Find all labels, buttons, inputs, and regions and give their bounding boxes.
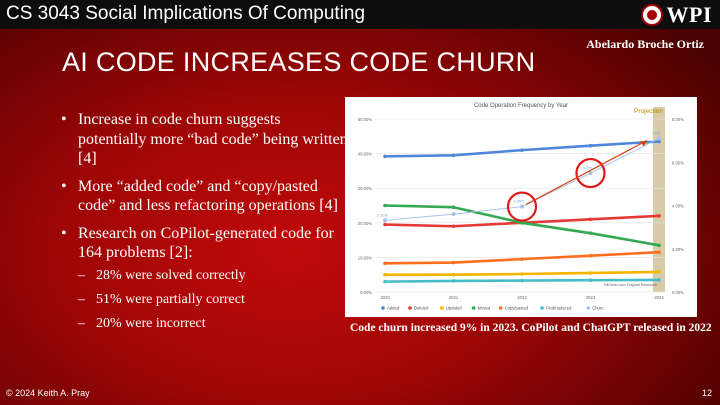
legend-label: Copy/pasted bbox=[505, 306, 529, 311]
data-point bbox=[657, 243, 661, 248]
legend-label: Updated bbox=[446, 306, 463, 311]
chart-credit: GitClear.com Original Research bbox=[604, 283, 657, 287]
wpi-logo-text: WPI bbox=[666, 1, 712, 27]
bullet-list: Increase in code churn suggests potentia… bbox=[60, 110, 350, 341]
data-point bbox=[451, 279, 456, 283]
data-label: 3.31% bbox=[377, 213, 388, 217]
y-tick-label: 50.00% bbox=[358, 117, 372, 122]
legend-marker bbox=[381, 306, 385, 310]
header-bar: CS 3043 Social Implications Of Computing… bbox=[0, 0, 720, 29]
data-label: 5.5% bbox=[583, 166, 592, 170]
data-point bbox=[520, 148, 524, 152]
legend-marker bbox=[440, 306, 444, 310]
y-tick-label: 40.00% bbox=[358, 152, 372, 157]
data-point bbox=[588, 143, 593, 148]
data-point bbox=[383, 222, 387, 227]
data-point bbox=[451, 212, 456, 217]
data-point bbox=[451, 153, 456, 158]
course-title: CS 3043 Social Implications Of Computing bbox=[6, 3, 366, 24]
trend-arrow bbox=[525, 139, 648, 206]
chart-title: Code Operation Frequency by Year bbox=[474, 103, 568, 109]
data-point bbox=[588, 171, 593, 176]
wpi-logo: WPI bbox=[640, 1, 713, 27]
page-number: 12 bbox=[701, 388, 712, 398]
legend-marker bbox=[471, 306, 476, 310]
chart-caption: Code churn increased 9% in 2023. CoPilot… bbox=[350, 322, 712, 334]
data-point bbox=[383, 154, 387, 159]
data-point bbox=[451, 205, 456, 210]
data-point bbox=[657, 214, 661, 218]
legend-marker bbox=[586, 306, 590, 310]
sub-bullet-item: 20% were incorrect bbox=[78, 315, 350, 333]
data-point bbox=[383, 218, 387, 223]
sub-bullet-item: 51% were partially correct bbox=[78, 291, 350, 309]
data-point bbox=[588, 231, 593, 235]
legend-label: Added bbox=[387, 306, 400, 311]
y-tick-label: 0.00% bbox=[360, 290, 372, 295]
y2-tick-label: 4.00% bbox=[672, 204, 684, 209]
trend-arrowhead bbox=[640, 140, 647, 147]
data-point bbox=[520, 257, 524, 261]
data-point bbox=[451, 272, 456, 277]
x-tick-label: 2022 bbox=[517, 295, 527, 300]
data-point bbox=[588, 253, 593, 258]
bullet-item: More “added code” and “copy/pasted code”… bbox=[60, 177, 350, 216]
legend-label: Deleted bbox=[414, 306, 429, 311]
data-point bbox=[657, 250, 661, 255]
chart-card: Projection Code Operation Frequency by Ye… bbox=[345, 97, 697, 317]
highlight-circle bbox=[506, 191, 538, 222]
x-tick-label: 2020 bbox=[380, 295, 390, 300]
data-point bbox=[657, 278, 661, 282]
data-point bbox=[588, 271, 593, 275]
projection-label: Projection bbox=[634, 108, 663, 115]
y2-tick-label: 2.00% bbox=[672, 247, 684, 252]
wpi-seal-icon bbox=[640, 3, 663, 26]
bullet-item: Increase in code churn suggests potentia… bbox=[60, 110, 350, 169]
y-tick-label: 30.00% bbox=[358, 186, 372, 191]
data-point bbox=[520, 278, 524, 283]
slide-title: AI CODE INCREASES CODE CHURN bbox=[62, 47, 536, 77]
y2-tick-label: 8.00% bbox=[672, 117, 684, 122]
data-point bbox=[657, 270, 661, 274]
data-point bbox=[451, 224, 456, 229]
legend-marker bbox=[408, 306, 412, 310]
highlight-circle bbox=[575, 157, 606, 189]
legend-marker bbox=[540, 306, 544, 310]
sub-bullet-item: 28% were solved correctly bbox=[78, 267, 350, 285]
data-point bbox=[451, 260, 456, 265]
data-point bbox=[383, 261, 387, 266]
data-point bbox=[588, 278, 593, 283]
y2-tick-label: 6.00% bbox=[672, 160, 684, 165]
code-operation-chart: Projection Code Operation Frequency by Ye… bbox=[358, 103, 684, 311]
data-point bbox=[588, 217, 593, 222]
data-point bbox=[657, 136, 661, 141]
data-point bbox=[383, 272, 387, 277]
data-point bbox=[520, 272, 524, 276]
sub-bullet-list: 28% were solved correctly 51% were parti… bbox=[78, 267, 350, 333]
x-tick-label: 2023 bbox=[586, 295, 596, 300]
bullet-item: Research on CoPilot-generated code for 1… bbox=[60, 224, 350, 333]
legend-label: Churn bbox=[592, 306, 604, 311]
data-point bbox=[520, 204, 524, 209]
y2-tick-label: 0.00% bbox=[672, 290, 684, 295]
y-tick-label: 20.00% bbox=[358, 221, 372, 226]
data-point bbox=[520, 221, 524, 225]
data-point bbox=[383, 203, 387, 208]
legend-label: Find/replaced bbox=[546, 306, 572, 311]
data-label: 3.95% bbox=[514, 200, 525, 204]
y-tick-label: 10.00% bbox=[358, 255, 372, 260]
legend-marker bbox=[498, 306, 503, 310]
data-point bbox=[383, 279, 387, 284]
copyright: © 2024 Keith A. Pray bbox=[6, 388, 90, 398]
x-tick-label: 2021 bbox=[449, 295, 459, 300]
data-point bbox=[657, 139, 661, 144]
data-label: 7.1% bbox=[652, 131, 661, 135]
legend-label: Moved bbox=[478, 306, 491, 311]
bullet-text: Research on CoPilot-generated code for 1… bbox=[78, 224, 334, 262]
author-name: Abelardo Broche Ortiz bbox=[586, 37, 704, 51]
x-tick-label: 2024 bbox=[654, 295, 664, 300]
